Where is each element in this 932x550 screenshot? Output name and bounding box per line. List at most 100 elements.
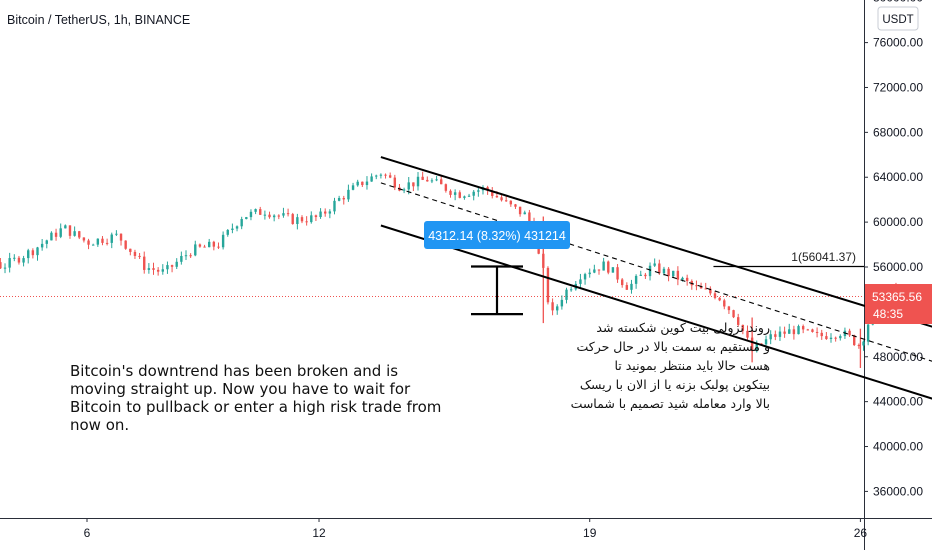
candle-body — [310, 215, 313, 223]
persian-annotation-line: هست حالا باید منتظر بمونید تا — [614, 358, 770, 373]
time-tick-label: 19 — [583, 526, 597, 540]
candle-body — [416, 176, 420, 187]
candle-body — [556, 306, 559, 311]
candle-body — [764, 339, 768, 345]
price-tick-label: 64000.00 — [873, 170, 923, 184]
candle-body — [829, 337, 833, 340]
candle-body — [328, 211, 332, 214]
price-tick-label: 72000.00 — [873, 80, 923, 94]
candle-body — [115, 233, 118, 235]
persian-annotation-line: روند نزولی بیت کوین شکسته شد — [596, 320, 770, 335]
candle-body — [412, 182, 415, 187]
candle-body — [477, 190, 480, 192]
price-tick-label: 60000.00 — [873, 215, 923, 229]
measure-bracket[interactable] — [471, 265, 523, 316]
price-series — [0, 171, 907, 368]
currency-button[interactable] — [877, 6, 919, 31]
price-tick-label: 48000.00 — [873, 350, 923, 364]
candle-body — [277, 215, 281, 217]
horizontal-level-label: 1(56041.37) — [791, 250, 856, 264]
current-price-badge — [865, 284, 932, 324]
channel-middle-line[interactable] — [380, 182, 932, 411]
candle-body — [240, 219, 243, 227]
candle-body — [259, 209, 262, 215]
candle-body — [305, 221, 308, 223]
currency-button-label[interactable]: USDT — [882, 14, 913, 26]
candle-body — [644, 274, 647, 277]
candle-body — [342, 198, 345, 200]
candle-body — [440, 179, 443, 185]
candle-body — [695, 285, 698, 287]
candle-body — [402, 189, 406, 191]
candle-body — [245, 217, 248, 220]
candle-body — [217, 246, 220, 248]
candle-body — [156, 269, 160, 272]
candle-body — [129, 248, 132, 252]
english-annotation-line: Bitcoin's downtrend has been broken and … — [70, 362, 399, 380]
candle-body — [96, 238, 100, 245]
candle-body — [388, 175, 392, 178]
candle-body — [839, 336, 842, 339]
candle-body — [384, 174, 387, 176]
candle-body — [161, 269, 164, 272]
candle-body — [314, 215, 318, 218]
candle-body — [648, 265, 652, 277]
candle-body — [741, 324, 745, 331]
candle-body — [189, 255, 192, 257]
candle-body — [588, 272, 591, 275]
candle-body — [430, 180, 434, 182]
candle-body — [124, 240, 127, 249]
price-axis-ticks: 36000.00 40000.00 44000.00 48000.00 56000.00… — [864, 0, 923, 498]
candle-body — [815, 331, 819, 333]
english-annotation: Bitcoin's downtrend has been broken and … — [70, 362, 450, 434]
candle-body — [286, 213, 290, 215]
candle-body — [356, 181, 359, 186]
candle-body — [792, 329, 796, 335]
candle-body — [203, 246, 206, 248]
persian-annotation: روند نزولی بیت کوین شکسته شد و مستقیم به… — [555, 318, 770, 413]
candle-body — [755, 343, 758, 352]
candle-body — [319, 211, 322, 218]
candle-body — [105, 242, 109, 244]
candle-body — [421, 176, 424, 180]
candle-body — [351, 185, 355, 190]
candle-body — [17, 257, 21, 263]
candle-body — [393, 177, 397, 188]
candle-body — [504, 200, 508, 202]
candle-body — [611, 267, 615, 273]
candle-body — [607, 261, 610, 273]
candle-body — [8, 258, 11, 268]
channel-lower-line[interactable] — [380, 224, 932, 446]
price-tick-label: 36000.00 — [873, 484, 923, 498]
candle-body — [91, 244, 95, 246]
candle-body — [509, 200, 513, 205]
candle-body — [365, 181, 369, 186]
candle-body — [444, 184, 448, 191]
candle-body — [769, 334, 772, 340]
candle-body — [180, 255, 183, 262]
candle-body — [59, 228, 62, 237]
candle-body — [834, 337, 837, 339]
price-tick-label: 44000.00 — [873, 395, 923, 409]
candle-body — [370, 176, 373, 182]
candle-body — [491, 190, 494, 196]
candle-body — [783, 331, 786, 334]
descending-channel[interactable] — [380, 156, 932, 446]
candle-body — [147, 268, 151, 270]
candle-body — [50, 232, 53, 241]
candle-body — [152, 268, 155, 270]
candle-body — [528, 212, 531, 223]
candle-body — [625, 285, 629, 290]
candle-body — [699, 286, 703, 289]
candle-body — [565, 289, 568, 300]
candle-body — [221, 234, 225, 248]
candle-body — [101, 238, 104, 243]
candle-body — [797, 326, 800, 335]
candle-body — [667, 268, 670, 277]
channel-upper-line[interactable] — [380, 156, 932, 374]
candle-body — [639, 274, 642, 276]
candle-body — [514, 204, 517, 207]
candle-body — [379, 174, 383, 176]
